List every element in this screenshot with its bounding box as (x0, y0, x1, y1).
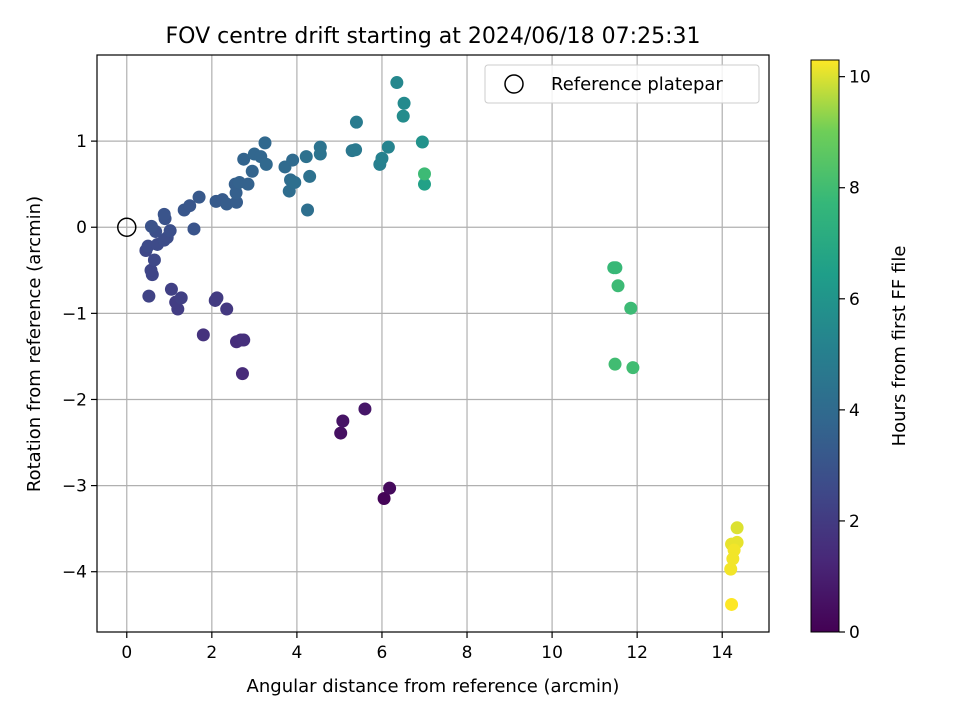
y-tick-label: 0 (76, 218, 87, 238)
colorbar-tick-label: 0 (849, 623, 860, 643)
y-tick-label: −1 (62, 304, 87, 324)
colorbar-tick-label: 2 (849, 512, 860, 532)
y-axis-ticks: −4 −3 −2 −1 0 1 (62, 132, 97, 583)
scatter-point (237, 333, 251, 347)
colorbar-tick-label: 10 (849, 68, 871, 88)
scatter-point (377, 492, 391, 506)
colorbar-tick-label: 8 (849, 179, 860, 199)
plot-area-frame (96, 54, 770, 633)
scatter-point (286, 153, 300, 167)
scatter-point (417, 167, 431, 181)
x-tick-label: 6 (377, 643, 388, 663)
x-tick-label: 14 (711, 643, 733, 663)
colorbar-tick-label: 6 (849, 290, 860, 310)
scatter-point (183, 199, 197, 213)
colorbar-ticks: 0 2 4 6 8 10 (839, 68, 871, 643)
scatter-point (383, 481, 397, 495)
legend-marker-reference (504, 74, 524, 94)
legend-box (484, 64, 760, 104)
scatter-point (163, 224, 177, 238)
scatter-point (390, 76, 404, 90)
scatter-point (334, 426, 348, 440)
scatter-point (415, 135, 429, 149)
x-axis-ticks: 0 2 4 6 8 10 12 14 (121, 632, 733, 663)
x-tick-label: 2 (206, 643, 217, 663)
scatter-point (349, 115, 363, 129)
scatter-point (245, 164, 259, 178)
scatter-point (396, 109, 410, 123)
y-tick-label: −3 (62, 477, 87, 497)
scatter-point (611, 279, 625, 293)
scatter-point (417, 177, 431, 191)
colorbar-tick-label: 4 (849, 401, 860, 421)
scatter-point (235, 367, 249, 381)
scatter-point (626, 361, 640, 375)
scatter-point (220, 197, 234, 211)
scatter-point (730, 521, 744, 535)
scatter-point (375, 151, 389, 165)
x-tick-label: 0 (121, 643, 132, 663)
scatter-point (144, 219, 158, 233)
scatter-point (192, 190, 206, 204)
colorbar-gradient (810, 59, 840, 633)
scatter-point (230, 195, 244, 209)
y-tick-label: 1 (76, 132, 87, 152)
scatter-point (349, 143, 363, 157)
x-tick-label: 12 (626, 643, 648, 663)
colorbar: 0 2 4 6 8 10 Hours from first FF file (810, 59, 910, 643)
scatter-point (187, 222, 201, 236)
scatter-point (336, 414, 350, 428)
scatter-point (299, 150, 313, 164)
scatter-point (301, 203, 315, 217)
scatter-point (726, 552, 740, 566)
data-points (139, 76, 744, 611)
y-tick-label: −2 (62, 390, 87, 410)
scatter-point (196, 328, 210, 342)
scatter-point (608, 357, 622, 371)
scatter-point (147, 253, 161, 267)
scatter-point (288, 175, 302, 189)
scatter-point (313, 140, 327, 154)
chart-title: FOV centre drift starting at 2024/06/18 … (166, 24, 701, 49)
y-tick-label: −4 (62, 563, 87, 583)
x-tick-label: 8 (462, 643, 473, 663)
scatter-point (381, 140, 395, 154)
legend: Reference platepar (484, 64, 760, 104)
reference-platepar-marker (117, 217, 137, 237)
scatter-point (157, 207, 171, 221)
scatter-point (258, 136, 272, 150)
y-axis-label: Rotation from reference (arcmin) (24, 196, 45, 492)
x-tick-label: 10 (541, 643, 563, 663)
legend-label-reference: Reference platepar (551, 74, 723, 95)
grid-lines (97, 55, 769, 632)
colorbar-label: Hours from first FF file (889, 246, 910, 447)
scatter-point (624, 301, 638, 315)
scatter-point (220, 302, 234, 316)
scatter-point (609, 261, 623, 275)
scatter-point (142, 289, 156, 303)
scatter-point (237, 152, 251, 166)
scatter-point (259, 157, 273, 171)
scatter-point (174, 291, 188, 305)
scatter-point (164, 282, 178, 296)
scatter-point (724, 562, 738, 576)
x-axis-label: Angular distance from reference (arcmin) (247, 676, 620, 697)
scatter-point (210, 291, 224, 305)
scatter-point (303, 169, 317, 183)
scatter-point (144, 263, 158, 277)
scatter-point (241, 177, 255, 191)
x-tick-label: 4 (291, 643, 302, 663)
scatter-point (397, 96, 411, 110)
scatter-point (358, 402, 372, 416)
scatter-point (725, 597, 739, 611)
